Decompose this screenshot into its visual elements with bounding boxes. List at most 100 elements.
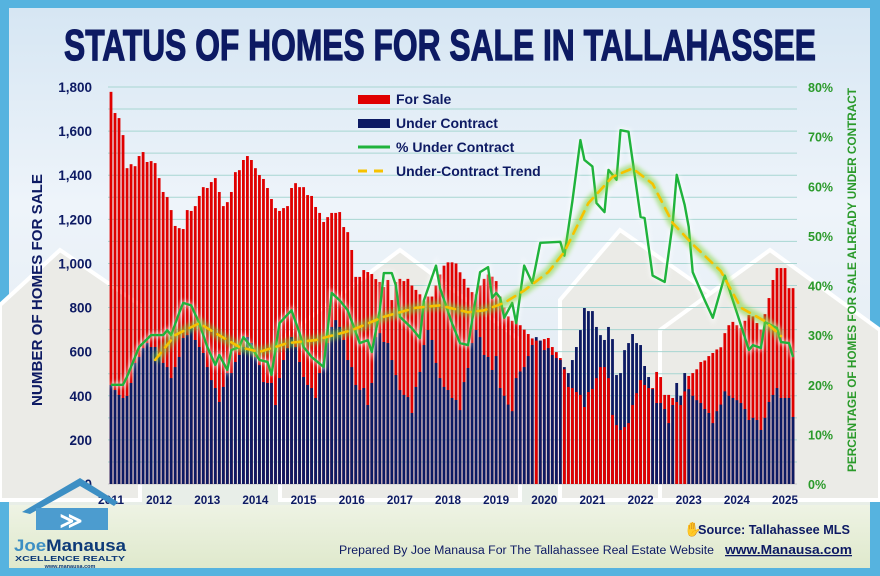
prepared-by-label: Prepared By Joe Manausa For The Tallahas… xyxy=(339,545,714,557)
bar-under-contract xyxy=(426,330,430,484)
bar-for-sale xyxy=(237,170,241,484)
bar-for-sale xyxy=(233,172,237,484)
bar-under-contract xyxy=(711,423,715,484)
x-tick-label: 2014 xyxy=(242,493,268,507)
bar-for-sale xyxy=(350,249,354,484)
legend: For Sale Under Contract % Under Contract… xyxy=(358,91,541,179)
bar-under-contract xyxy=(458,410,462,484)
bar-for-sale xyxy=(153,163,157,484)
bar-for-sale xyxy=(771,279,775,484)
left-tick-label: 400 xyxy=(69,389,92,404)
bar-for-sale xyxy=(679,405,683,484)
right-tick-label: 10% xyxy=(808,428,833,442)
bar-under-contract xyxy=(282,360,285,484)
bar-for-sale xyxy=(607,378,610,484)
bar-under-contract xyxy=(699,403,703,484)
logo: ≫ Joe Manausa XCELLENCE REALTY www.manaus… xyxy=(14,478,127,570)
bar-under-contract xyxy=(414,386,418,484)
bar-under-contract xyxy=(165,367,169,484)
bar-under-contract xyxy=(326,343,330,484)
bar-under-contract xyxy=(358,390,362,484)
right-tick-label: 80% xyxy=(808,81,833,95)
logo-tagline: XCELLENCE REALTY xyxy=(15,554,125,563)
bar-under-contract xyxy=(113,390,117,484)
bar-for-sale xyxy=(759,329,763,484)
bar-under-contract xyxy=(246,337,249,484)
website-link[interactable]: www.Manausa.com xyxy=(724,543,852,557)
bar-under-contract xyxy=(466,367,470,484)
bar-under-contract xyxy=(294,347,297,484)
bar-under-contract xyxy=(378,333,382,484)
bar-under-contract xyxy=(687,389,691,484)
x-tick-label: 2015 xyxy=(291,493,317,507)
bar-for-sale xyxy=(145,161,149,484)
bar-under-contract xyxy=(258,365,261,484)
x-tick-label: 2012 xyxy=(146,493,172,507)
bar-under-contract xyxy=(382,341,386,484)
bar-for-sale xyxy=(711,352,715,484)
bar-under-contract xyxy=(125,395,129,484)
bar-under-contract xyxy=(651,389,655,484)
right-axis-title: PERCENTAGE OF HOMES FOR SALE ALREADY UND… xyxy=(845,87,859,472)
bar-for-sale xyxy=(611,414,614,484)
bar-under-contract xyxy=(221,386,225,484)
bar-under-contract xyxy=(546,348,550,484)
bar-under-contract xyxy=(494,356,498,484)
x-tick-label: 2022 xyxy=(628,493,654,507)
bar-under-contract xyxy=(518,371,522,484)
bar-for-sale xyxy=(775,268,779,484)
bar-for-sale xyxy=(221,206,225,484)
bar-for-sale xyxy=(177,228,181,484)
bar-under-contract xyxy=(611,339,614,484)
bar-under-contract xyxy=(659,403,663,484)
bar-under-contract xyxy=(747,420,751,484)
bar-under-contract xyxy=(290,337,293,484)
x-tick-label: 2016 xyxy=(339,493,365,507)
bar-under-contract xyxy=(322,362,326,484)
bar-under-contract xyxy=(663,409,667,484)
bar-for-sale xyxy=(157,178,161,484)
left-tick-label: 1,400 xyxy=(58,168,92,183)
bar-under-contract xyxy=(434,362,438,484)
bar-under-contract xyxy=(137,356,141,484)
bar-for-sale xyxy=(615,425,618,484)
bar-under-contract xyxy=(133,362,137,484)
bar-under-contract xyxy=(310,388,313,484)
right-tick-label: 20% xyxy=(808,379,833,393)
bar-under-contract xyxy=(342,339,346,484)
logo-x-mark: ≫ xyxy=(59,508,82,533)
bar-under-contract xyxy=(185,335,189,484)
bar-under-contract xyxy=(201,352,205,484)
left-tick-label: 800 xyxy=(69,301,92,316)
right-tick-label: 70% xyxy=(808,131,833,145)
bar-for-sale xyxy=(262,178,265,484)
line-series xyxy=(110,127,796,388)
bar-under-contract xyxy=(623,350,626,484)
website-link-text[interactable]: www.Manausa.com xyxy=(724,543,852,557)
bar-for-sale xyxy=(639,380,642,484)
bar-under-contract xyxy=(751,417,755,484)
bar-for-sale xyxy=(173,225,177,484)
bar-for-sale xyxy=(370,274,374,484)
bar-under-contract xyxy=(402,394,406,484)
bar-for-sale xyxy=(149,161,153,484)
bar-under-contract xyxy=(759,429,763,484)
legend-swatch-for-sale xyxy=(358,95,390,104)
bar-under-contract xyxy=(735,400,739,484)
bar-under-contract xyxy=(446,390,450,484)
bar-for-sale xyxy=(635,393,638,484)
bar-for-sale xyxy=(767,298,771,484)
bar-for-sale xyxy=(462,278,466,484)
x-tick-label: 2023 xyxy=(676,493,702,507)
bar-under-contract xyxy=(193,339,197,484)
bar-under-contract xyxy=(619,373,622,484)
bar-under-contract xyxy=(354,384,358,484)
bar-for-sale xyxy=(402,281,406,484)
bar-under-contract xyxy=(374,337,378,484)
logo-url: www.manausa.com xyxy=(44,564,96,570)
bar-under-contract xyxy=(237,354,241,484)
bar-under-contract xyxy=(173,367,177,484)
bar-for-sale xyxy=(623,427,626,484)
bar-for-sale xyxy=(755,322,759,484)
